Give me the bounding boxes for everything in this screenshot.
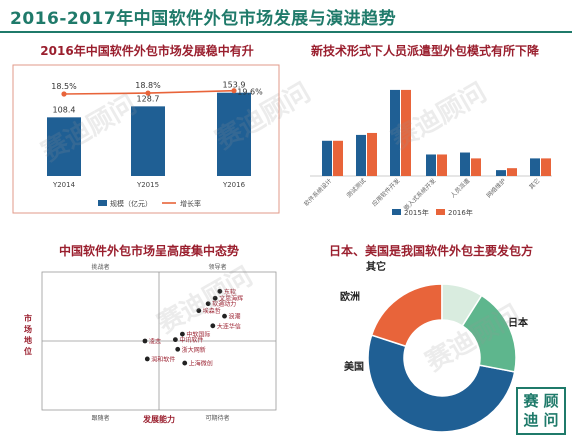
logo-char: 顾 (543, 392, 559, 410)
donut-chart-title: 日本、美国是我国软件外包主要发包方 (328, 244, 533, 258)
vendor-label: 中讯软件 (179, 336, 203, 344)
vendor-label: 浙大网新 (182, 346, 206, 354)
x-tick-label: Y2014 (52, 181, 76, 189)
bar-2015年-5 (496, 170, 506, 176)
bar-2015年-0 (322, 140, 332, 176)
growth-rate-point (231, 88, 237, 94)
x-tick-label: 软件系统设计 (302, 177, 333, 208)
legend-label: 2015年 (404, 208, 429, 217)
legend-swatch (392, 209, 401, 215)
growth-rate-label: 18.5% (51, 82, 77, 91)
title-divider (0, 31, 572, 33)
vendor-label: 埃森哲 (203, 307, 221, 315)
x-tick-label: 测试测试 (345, 177, 368, 200)
vendor-label: 软通动力 (212, 300, 236, 308)
slice-label: 欧洲 (340, 290, 360, 303)
slide-title: 2016-2017年中国软件外包市场发展与演进趋势 (10, 9, 397, 29)
legend-label: 增长率 (180, 199, 201, 208)
vendor-point (212, 295, 218, 301)
x-tick-label: 人员派遣 (449, 177, 472, 200)
bar-2015年-4 (460, 152, 470, 176)
x-tick-label: 网络维护 (485, 177, 508, 200)
vendor-point (205, 301, 211, 307)
bar-2016年-0 (333, 140, 343, 176)
vendor-point (172, 337, 178, 343)
x-axis-title: 发展能力 (142, 414, 175, 424)
bar-Y2014 (47, 117, 81, 176)
vendor-label: 凌志 (149, 338, 161, 346)
bar-2016年-4 (471, 158, 481, 176)
bar-2015年-1 (356, 134, 366, 176)
grouped-bar-chart-title: 新技术形式下人员派遣型外包模式有所下降 (310, 44, 539, 58)
slice-label: 其它 (366, 260, 386, 273)
bar-value-label: 128.7 (137, 94, 160, 103)
bar-value-label: 108.4 (53, 105, 76, 114)
vendor-label: 文思海辉 (219, 295, 243, 303)
bar-2015年-3 (426, 154, 436, 176)
x-tick-label: 嵌入式系统开发 (402, 177, 437, 212)
bar-chart-title: 2016年中国软件外包市场发展稳中有升 (40, 44, 254, 58)
bar-2016年-1 (367, 132, 377, 176)
growth-rate-point (145, 90, 151, 96)
vendor-label: 润和软件 (151, 355, 175, 363)
outsourcing-type-chart: 软件系统设计 测试测试 应用软件开发 嵌入式系统开发 人员派遣 网络维护 其它 2015年 20… (302, 89, 552, 217)
growth-rate-point (61, 91, 67, 97)
bar-2015年-2 (390, 89, 400, 176)
growth-rate-label: 19.6% (237, 88, 263, 97)
vendor-label: 中软国际 (186, 331, 210, 339)
growth-rate-label: 18.8% (135, 81, 161, 90)
vendor-label: 上海微创 (189, 360, 213, 368)
vendor-point (210, 323, 216, 329)
quadrant-chart-title: 中国软件外包市场呈高度集中态势 (58, 244, 239, 258)
legend-swatch (436, 209, 445, 215)
slice-label: 美国 (344, 360, 364, 373)
vendor-point (180, 331, 185, 337)
x-tick-label: 应用软件开发 (370, 177, 401, 208)
donut-slice-其它 (461, 294, 517, 373)
bar-2016年-5 (507, 168, 517, 176)
bar-Y2016 (217, 92, 251, 176)
legend-label: 2016年 (448, 208, 473, 217)
bar-2016年-6 (541, 158, 551, 176)
vendor-point (144, 356, 150, 362)
vendor-label: 浪潮 (229, 313, 241, 321)
vendor-point (142, 338, 148, 344)
logo-char: 迪 (523, 411, 539, 429)
vendor-point (196, 308, 202, 314)
bar-2016年-2 (401, 89, 411, 176)
quadrant-label: 跟随者 (91, 414, 109, 422)
bar-2015年-6 (530, 158, 540, 176)
bar-Y2015 (131, 106, 165, 176)
x-tick-label: 其它 (527, 177, 541, 191)
x-tick-label: Y2015 (136, 181, 159, 189)
chart-frame (12, 64, 280, 214)
legend-label: 规模（亿元） (110, 199, 152, 208)
bar-2016年-3 (437, 154, 447, 176)
vendor-point (175, 346, 181, 352)
donut-slice-日本 (367, 334, 516, 433)
logo-char: 赛 (523, 392, 539, 410)
bar-value-label: 153.9 (223, 81, 246, 90)
vendor-point (182, 360, 188, 366)
vendor-point (217, 288, 223, 294)
donut-slice-美国 (370, 283, 443, 348)
legend-swatch (98, 200, 107, 206)
x-tick-label: Y2016 (222, 181, 246, 189)
company-logo: 赛 顾 迪 问 (516, 387, 566, 435)
market-size-chart: 108.4 Y2014 128.7 Y2015 153.9 Y2016 18.5% 18.8%… (12, 64, 280, 214)
logo-char: 问 (543, 411, 559, 429)
quadrant-label: 可期待者 (205, 414, 229, 422)
vendor-point (222, 313, 227, 319)
quadrant-label: 领导者 (208, 263, 226, 271)
slice-label: 日本 (508, 316, 529, 329)
vendor-label: 大连华信 (217, 322, 241, 330)
y-axis-title: 市场地位 (24, 313, 32, 356)
quadrant-label: 挑战者 (91, 263, 109, 271)
vendor-label: 东软 (224, 288, 236, 296)
